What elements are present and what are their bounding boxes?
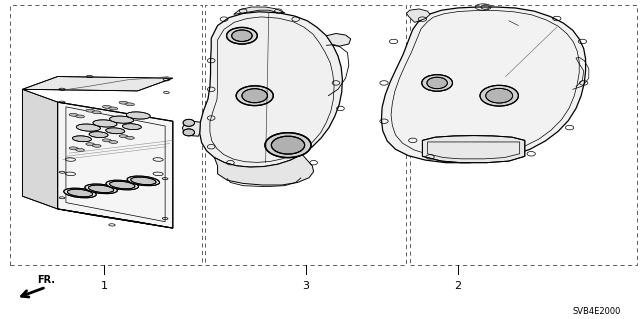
Ellipse shape <box>106 128 125 134</box>
Ellipse shape <box>486 88 513 103</box>
Ellipse shape <box>480 85 518 106</box>
Ellipse shape <box>76 124 100 131</box>
Bar <box>410 5 637 265</box>
Polygon shape <box>381 7 586 163</box>
Ellipse shape <box>127 176 159 186</box>
Ellipse shape <box>109 107 118 110</box>
Polygon shape <box>182 121 200 136</box>
Ellipse shape <box>236 86 273 106</box>
Ellipse shape <box>119 135 128 138</box>
Bar <box>10 5 202 265</box>
Ellipse shape <box>76 115 84 118</box>
Polygon shape <box>422 136 525 163</box>
Ellipse shape <box>69 147 78 150</box>
Ellipse shape <box>232 30 252 41</box>
Ellipse shape <box>242 89 268 103</box>
Ellipse shape <box>131 177 156 185</box>
Ellipse shape <box>125 103 134 106</box>
Ellipse shape <box>126 112 150 119</box>
Ellipse shape <box>271 136 305 154</box>
Ellipse shape <box>119 101 128 104</box>
Ellipse shape <box>72 136 92 142</box>
Ellipse shape <box>102 105 111 108</box>
Ellipse shape <box>183 119 195 126</box>
Ellipse shape <box>125 136 134 139</box>
Ellipse shape <box>109 181 135 189</box>
Polygon shape <box>406 9 430 22</box>
Ellipse shape <box>93 120 117 127</box>
Polygon shape <box>214 154 314 185</box>
Polygon shape <box>58 209 173 228</box>
Polygon shape <box>200 12 342 167</box>
Polygon shape <box>58 102 173 228</box>
Bar <box>205 5 406 265</box>
Ellipse shape <box>102 139 111 142</box>
Ellipse shape <box>86 143 95 146</box>
Text: FR.: FR. <box>37 275 55 285</box>
Ellipse shape <box>69 113 78 116</box>
Polygon shape <box>234 7 285 14</box>
Ellipse shape <box>85 184 117 194</box>
Ellipse shape <box>92 111 101 114</box>
Ellipse shape <box>89 132 108 137</box>
Text: 1: 1 <box>101 280 108 291</box>
Ellipse shape <box>427 77 447 89</box>
Polygon shape <box>22 77 173 91</box>
Polygon shape <box>22 89 58 209</box>
Ellipse shape <box>76 148 84 152</box>
Ellipse shape <box>67 189 93 197</box>
Ellipse shape <box>265 133 311 158</box>
Ellipse shape <box>106 180 138 190</box>
Ellipse shape <box>109 116 134 123</box>
Ellipse shape <box>227 27 257 44</box>
Ellipse shape <box>88 185 114 193</box>
Ellipse shape <box>109 140 118 144</box>
Ellipse shape <box>183 129 195 136</box>
Text: 2: 2 <box>454 280 461 291</box>
Ellipse shape <box>422 75 452 91</box>
Ellipse shape <box>122 124 141 130</box>
Ellipse shape <box>64 188 96 198</box>
Ellipse shape <box>86 109 95 112</box>
Polygon shape <box>326 33 351 46</box>
Text: SVB4E2000: SVB4E2000 <box>572 307 621 315</box>
Ellipse shape <box>92 144 101 147</box>
Text: 3: 3 <box>303 280 309 291</box>
